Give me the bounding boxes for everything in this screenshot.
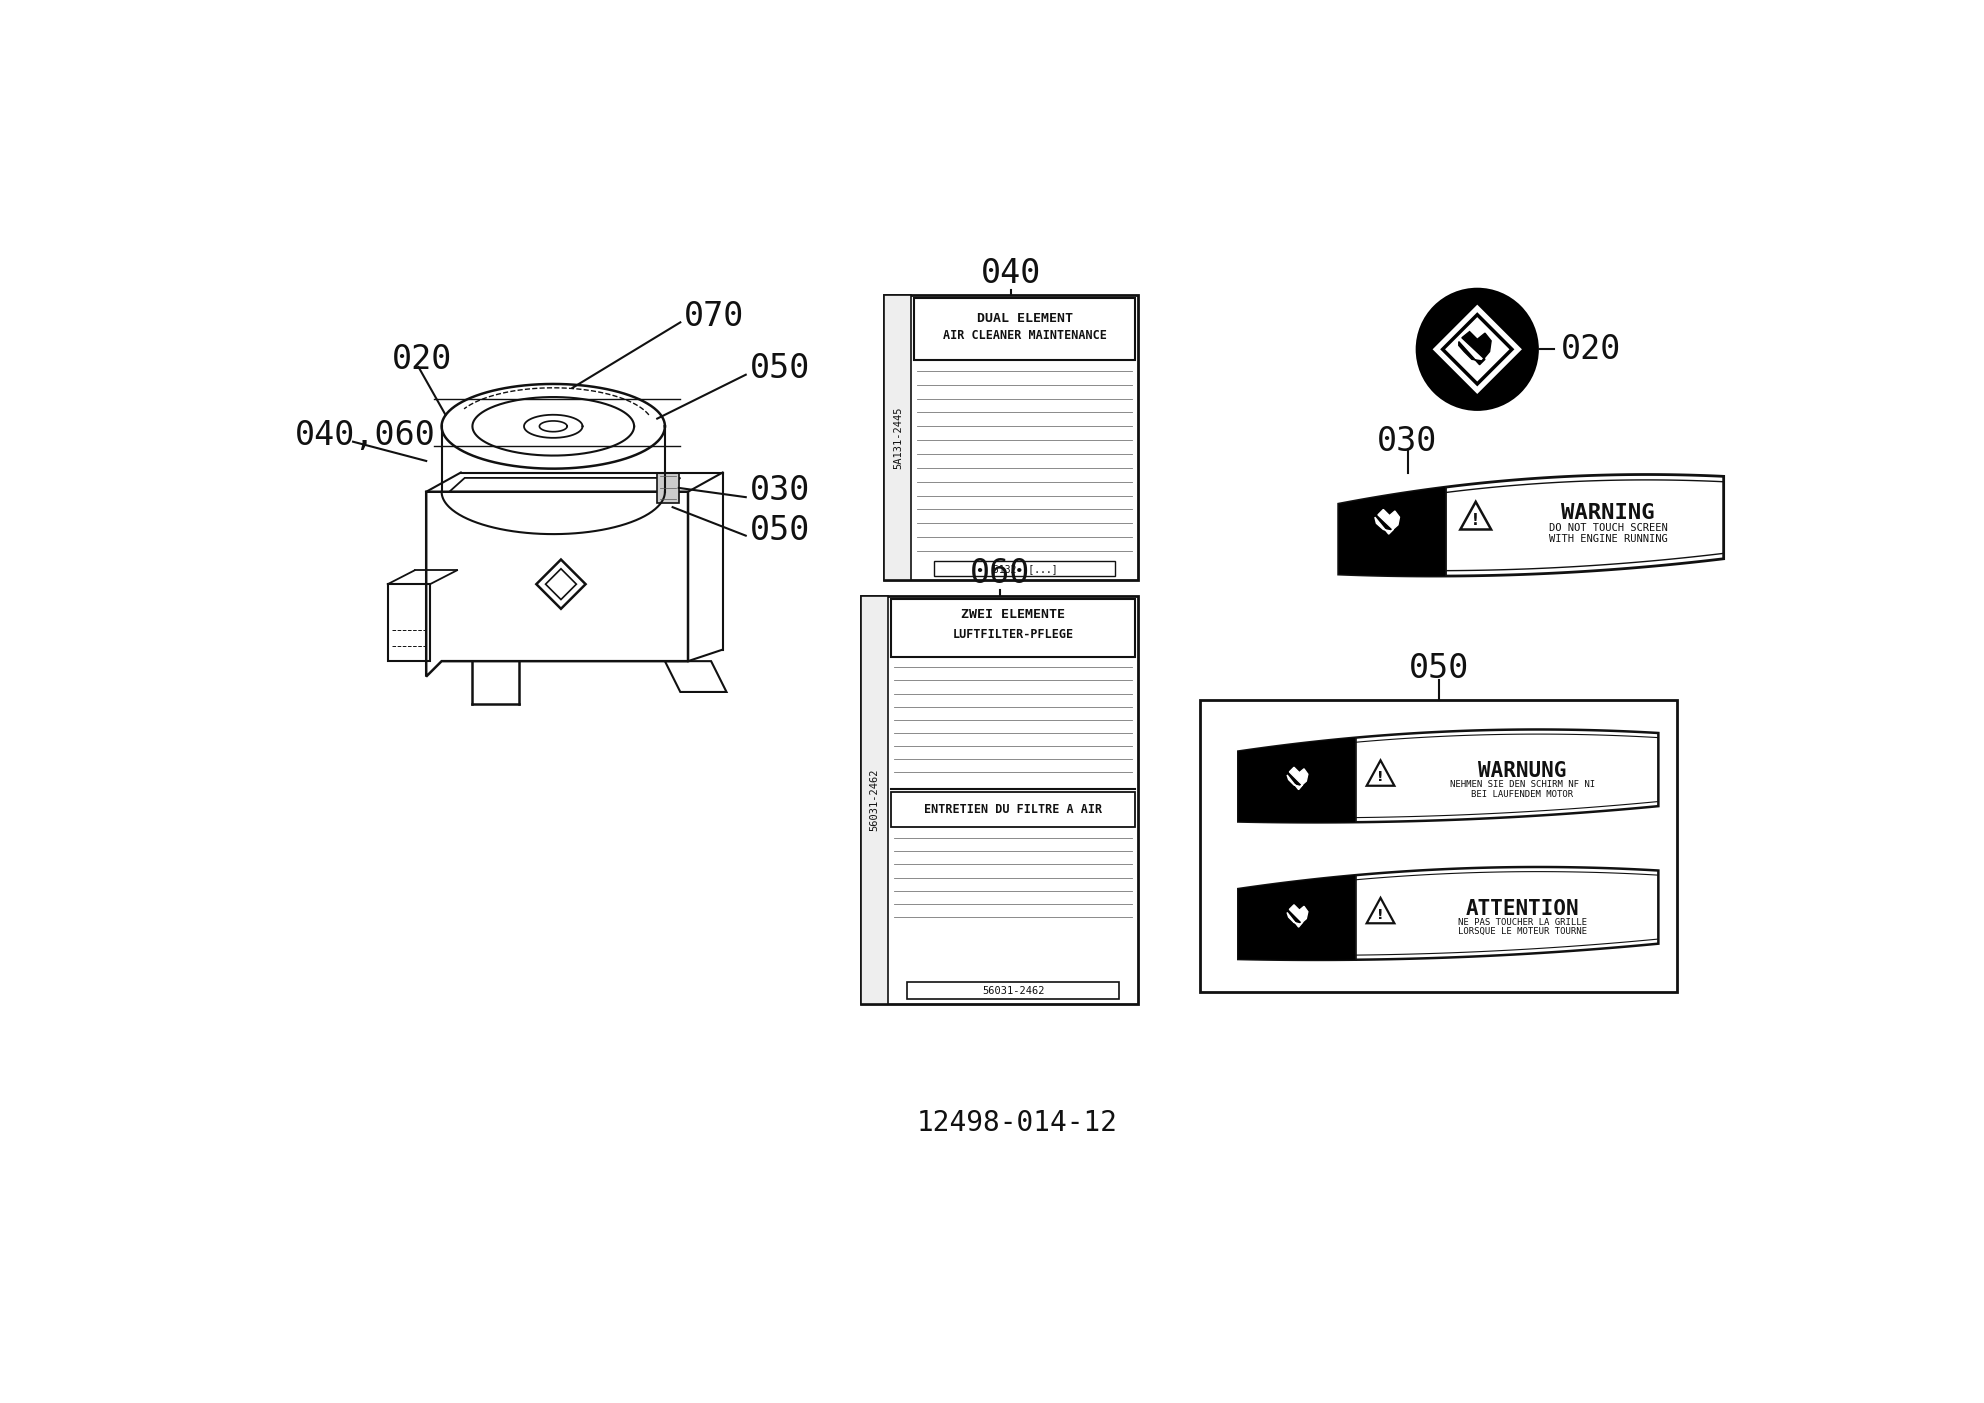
Polygon shape xyxy=(1458,331,1492,365)
Polygon shape xyxy=(1288,767,1307,790)
Text: WITH ENGINE RUNNING: WITH ENGINE RUNNING xyxy=(1550,533,1667,544)
Text: BEI LAUFENDEM MOTOR: BEI LAUFENDEM MOTOR xyxy=(1472,790,1573,798)
Polygon shape xyxy=(1238,738,1355,822)
Polygon shape xyxy=(1339,487,1446,577)
Text: ATTENTION: ATTENTION xyxy=(1466,899,1579,919)
Text: 040,060: 040,060 xyxy=(296,419,436,452)
Polygon shape xyxy=(1375,509,1399,535)
Polygon shape xyxy=(1238,730,1659,822)
Polygon shape xyxy=(1238,867,1659,960)
Text: 5A131-2445: 5A131-2445 xyxy=(893,407,903,469)
Text: !: ! xyxy=(1377,908,1383,922)
Bar xyxy=(907,982,1119,999)
Bar xyxy=(861,596,1139,1003)
Bar xyxy=(657,473,679,504)
Bar xyxy=(1200,700,1676,992)
Text: 050: 050 xyxy=(1409,652,1468,685)
Text: 56031-2462: 56031-2462 xyxy=(982,986,1046,996)
Text: 020: 020 xyxy=(1561,333,1621,366)
Bar xyxy=(861,596,889,1003)
Text: 040: 040 xyxy=(982,257,1042,290)
Text: 12498-014-12: 12498-014-12 xyxy=(917,1110,1117,1138)
Bar xyxy=(387,584,431,661)
Text: ENTRETIEN DU FILTRE A AIR: ENTRETIEN DU FILTRE A AIR xyxy=(925,803,1103,817)
Bar xyxy=(885,296,911,581)
Text: 020: 020 xyxy=(391,342,452,376)
Text: 56031-2462: 56031-2462 xyxy=(869,769,879,831)
Polygon shape xyxy=(1288,905,1307,927)
Text: DUAL ELEMENT: DUAL ELEMENT xyxy=(976,311,1073,325)
Bar xyxy=(891,793,1135,826)
Text: !: ! xyxy=(1472,512,1480,528)
Text: LUFTFILTER-PFLEGE: LUFTFILTER-PFLEGE xyxy=(952,627,1073,641)
Polygon shape xyxy=(1238,875,1355,960)
Text: 050: 050 xyxy=(750,513,809,547)
Text: WARNUNG: WARNUNG xyxy=(1478,760,1567,781)
Text: 050: 050 xyxy=(750,352,809,384)
Text: 030: 030 xyxy=(750,474,809,508)
Text: !: ! xyxy=(1377,770,1383,784)
Text: ZWEI ELEMENTE: ZWEI ELEMENTE xyxy=(962,609,1065,622)
Bar xyxy=(885,296,1139,581)
Bar xyxy=(934,561,1115,577)
Text: 5132  [...]: 5132 [...] xyxy=(992,564,1057,574)
Bar xyxy=(915,299,1135,361)
Polygon shape xyxy=(1432,304,1522,394)
Polygon shape xyxy=(1339,474,1724,577)
Text: WARNING: WARNING xyxy=(1561,502,1655,522)
Bar xyxy=(891,599,1135,657)
Text: LORSQUE LE MOTEUR TOURNE: LORSQUE LE MOTEUR TOURNE xyxy=(1458,927,1587,936)
Text: NE PAS TOUCHER LA GRILLE: NE PAS TOUCHER LA GRILLE xyxy=(1458,918,1587,927)
Text: NEHMEN SIE DEN SCHIRM NF NI: NEHMEN SIE DEN SCHIRM NF NI xyxy=(1450,780,1595,790)
Text: 070: 070 xyxy=(684,300,744,333)
Circle shape xyxy=(1417,288,1540,411)
Text: DO NOT TOUCH SCREEN: DO NOT TOUCH SCREEN xyxy=(1550,523,1667,533)
Text: AIR CLEANER MAINTENANCE: AIR CLEANER MAINTENANCE xyxy=(942,328,1107,342)
Text: 030: 030 xyxy=(1377,425,1438,459)
Text: 060: 060 xyxy=(970,557,1030,589)
